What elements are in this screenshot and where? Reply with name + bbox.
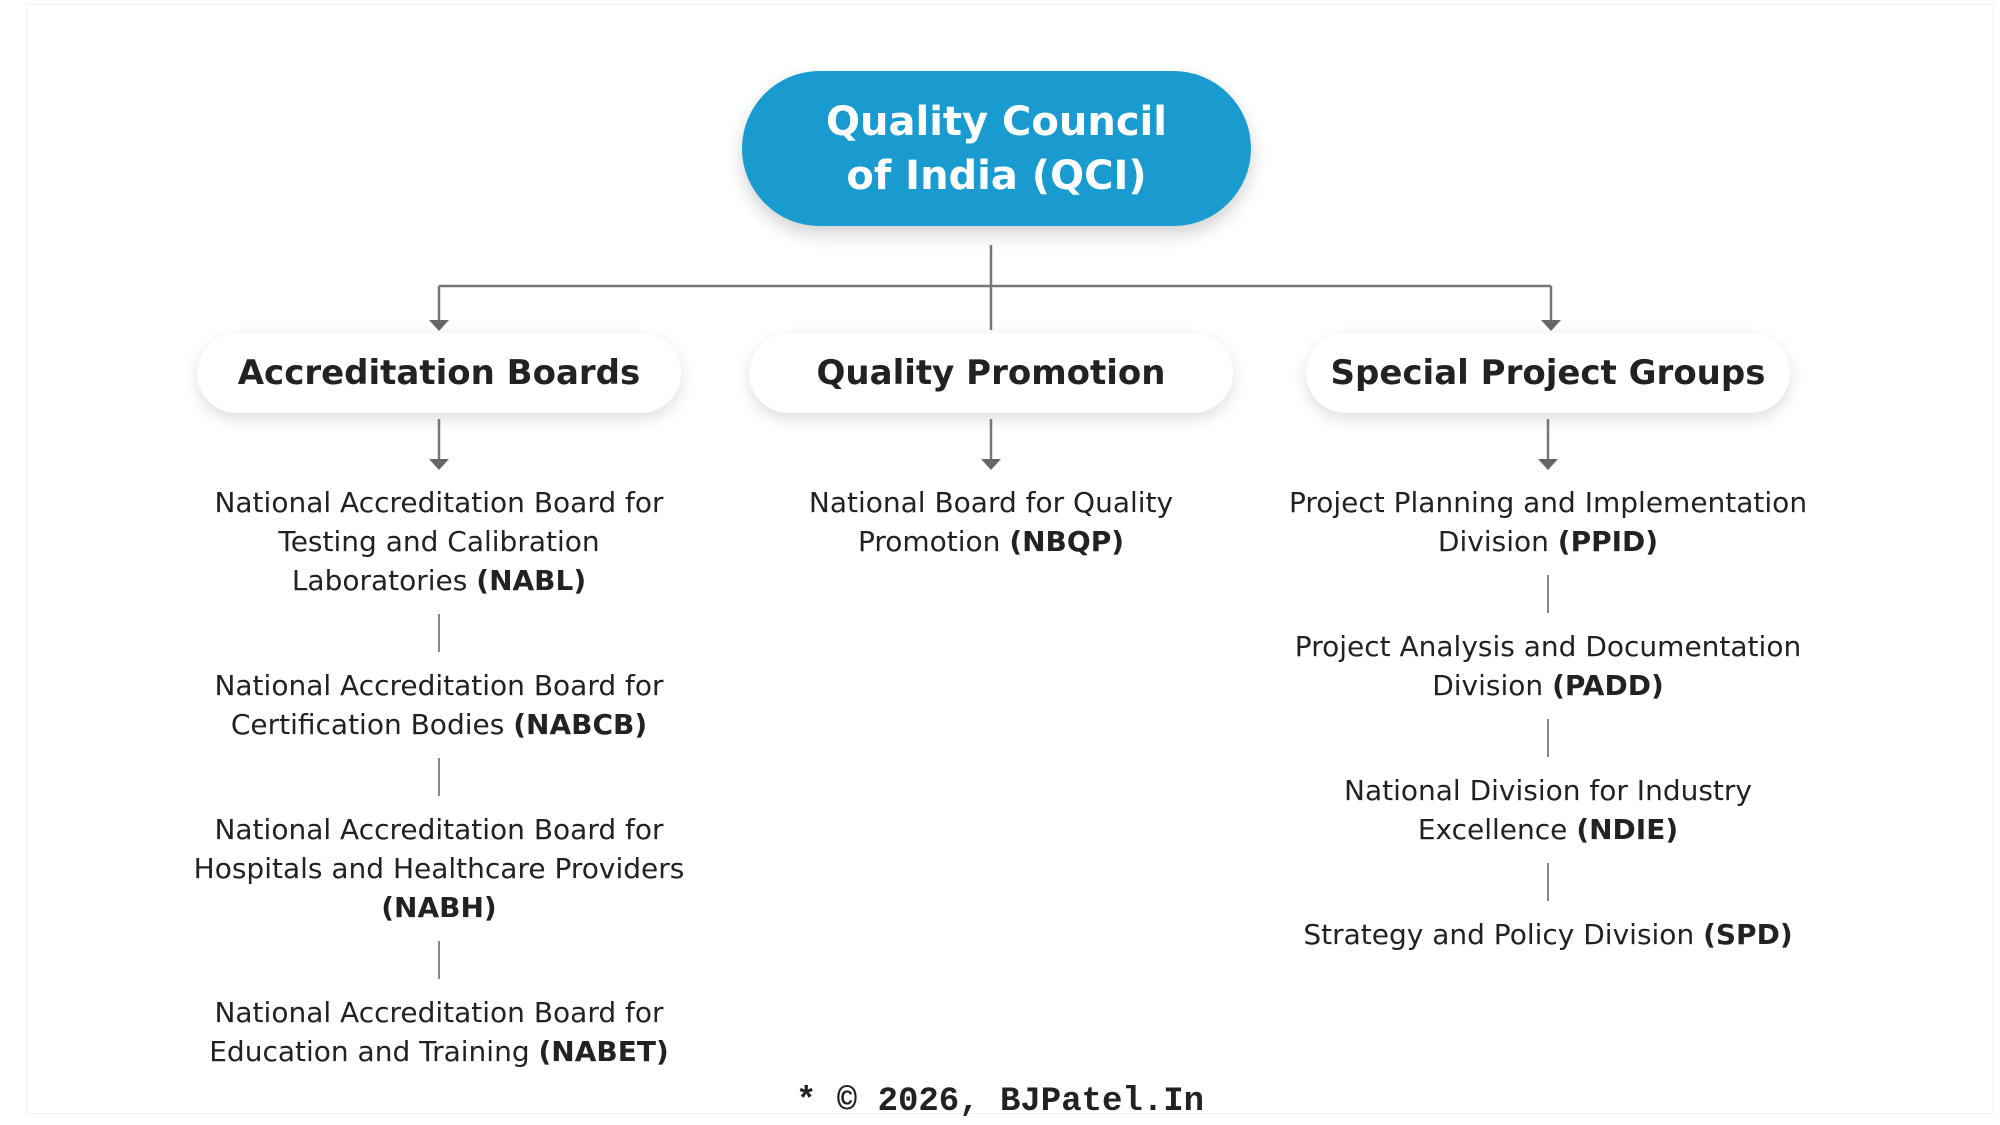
item-abbr: (NBQP) <box>1009 525 1125 558</box>
item: National Accreditation Board for Educati… <box>189 993 689 1071</box>
item-name: National Accreditation Board for Hospita… <box>193 813 685 885</box>
item-name: Project Planning and Implementation Divi… <box>1288 486 1808 558</box>
item-name: Project Analysis and Documentation Divis… <box>1294 630 1802 702</box>
separator <box>1547 719 1549 757</box>
item-name: National Accreditation Board for Certifi… <box>214 669 664 741</box>
item: National Board for Quality Promotion (NB… <box>781 483 1201 561</box>
item-abbr: (NABL) <box>476 564 587 597</box>
branch-column: Accreditation Boards National Accreditati… <box>189 333 689 1071</box>
branch-column: Special Project Groups Project Planning a… <box>1268 333 1828 954</box>
item-name: National Accreditation Board for Testing… <box>214 486 664 597</box>
root-node: Quality Council of India (QCI) <box>742 71 1251 226</box>
arrow <box>1538 419 1558 470</box>
arrow <box>429 419 449 470</box>
item: Project Planning and Implementation Divi… <box>1268 483 1828 561</box>
separator <box>1547 575 1549 613</box>
item-name: National Board for Quality Promotion <box>808 486 1174 558</box>
branch-title: Accreditation Boards <box>197 333 681 413</box>
item-abbr: (NABH) <box>381 891 497 924</box>
item-abbr: (PPID) <box>1557 525 1659 558</box>
item: National Accreditation Board for Certifi… <box>189 666 689 744</box>
separator <box>438 758 440 796</box>
item-name: National Accreditation Board for Educati… <box>209 996 664 1068</box>
item-abbr: (NDIE) <box>1576 813 1679 846</box>
branch-column: Quality Promotion National Board for Qual… <box>749 333 1233 561</box>
item: National Accreditation Board for Hospita… <box>189 810 689 927</box>
item-name: Strategy and Policy Division <box>1303 918 1695 951</box>
separator <box>438 941 440 979</box>
item: National Division for Industry Excellenc… <box>1268 771 1828 849</box>
item-abbr: (SPD) <box>1703 918 1793 951</box>
separator <box>1547 863 1549 901</box>
arrow <box>981 419 1001 470</box>
item-abbr: (NABCB) <box>513 708 648 741</box>
item-name: National Division for Industry Excellenc… <box>1344 774 1752 846</box>
branch-title: Quality Promotion <box>749 333 1233 413</box>
item: National Accreditation Board for Testing… <box>189 483 689 600</box>
separator <box>438 614 440 652</box>
item-abbr: (NABET) <box>538 1035 669 1068</box>
item: Project Analysis and Documentation Divis… <box>1268 627 1828 705</box>
item-abbr: (PADD) <box>1552 669 1664 702</box>
item: Strategy and Policy Division (SPD) <box>1268 915 1828 954</box>
frame <box>26 4 1994 1114</box>
footer: * © 2026, BJPatel.In <box>795 1083 1205 1121</box>
branch-title: Special Project Groups <box>1306 333 1790 413</box>
